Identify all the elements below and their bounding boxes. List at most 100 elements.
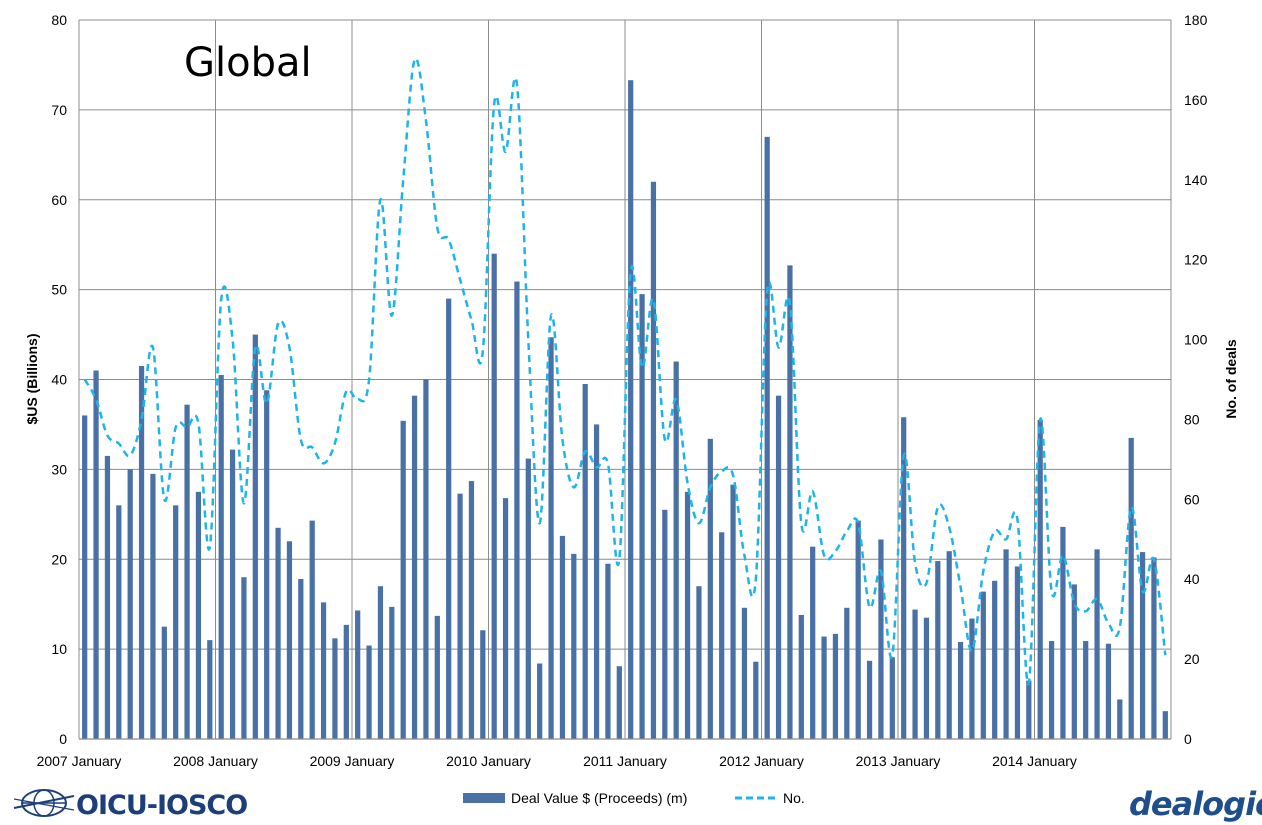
deal-value-bar bbox=[1060, 526, 1066, 739]
deal-value-bar bbox=[1105, 643, 1112, 739]
deal-value-bar bbox=[252, 334, 258, 739]
deal-value-bar bbox=[457, 493, 463, 739]
x-tick-label: 2011 January bbox=[583, 753, 667, 769]
deal-value-bar bbox=[582, 383, 588, 739]
left-axis-tick-labels: 0 10 20 30 40 50 60 70 80 bbox=[51, 12, 67, 747]
deal-value-bar bbox=[878, 539, 884, 739]
right-tick-label: 60 bbox=[1184, 491, 1200, 507]
right-tick-label: 100 bbox=[1184, 332, 1208, 348]
deal-value-bar bbox=[639, 294, 645, 739]
deal-value-bar bbox=[923, 617, 930, 739]
deal-value-bar bbox=[673, 361, 679, 739]
deal-value-bar bbox=[525, 458, 531, 739]
deal-value-bar bbox=[218, 375, 224, 739]
deal-value-bar bbox=[1071, 584, 1077, 739]
deal-value-bar bbox=[377, 586, 384, 739]
deal-value-bar bbox=[389, 606, 395, 739]
deal-value-bar bbox=[491, 253, 497, 740]
left-tick-label: 10 bbox=[51, 641, 67, 657]
x-tick-label: 2008 January bbox=[173, 753, 258, 769]
deal-value-bar bbox=[104, 455, 111, 739]
deal-value-bar bbox=[855, 520, 861, 739]
deal-value-bar bbox=[889, 657, 895, 739]
deal-value-bar bbox=[901, 417, 907, 739]
deal-value-bar bbox=[957, 641, 964, 739]
x-tick-label: 2012 January bbox=[719, 753, 804, 769]
legend-label-deal-count: No. bbox=[783, 790, 805, 806]
deal-value-bar bbox=[650, 181, 657, 739]
deal-value-bar bbox=[866, 660, 873, 739]
deal-value-bar bbox=[82, 415, 88, 739]
deal-value-bar bbox=[502, 498, 509, 739]
right-axis-title: No. of deals bbox=[1223, 339, 1239, 419]
deal-value-bar bbox=[343, 624, 349, 739]
right-tick-label: 20 bbox=[1184, 651, 1200, 667]
left-tick-label: 20 bbox=[51, 551, 67, 567]
deal-value-bar bbox=[355, 610, 361, 739]
deal-value-bar bbox=[480, 630, 486, 739]
deal-value-bar bbox=[366, 645, 372, 739]
right-tick-label: 180 bbox=[1184, 12, 1208, 28]
dealogic-logo: dealogic bbox=[1129, 785, 1262, 823]
deal-value-bar bbox=[298, 579, 304, 739]
deal-value-bar bbox=[844, 607, 850, 739]
deal-value-bar bbox=[753, 661, 759, 739]
x-tick-label: 2009 January bbox=[310, 753, 395, 769]
left-tick-label: 30 bbox=[51, 461, 67, 477]
deal-value-bar bbox=[662, 509, 668, 739]
deal-value-bar bbox=[1003, 549, 1009, 739]
globe-icon bbox=[13, 789, 75, 817]
deal-value-bar bbox=[787, 265, 793, 739]
deal-value-bars bbox=[82, 80, 1168, 740]
deal-value-bar bbox=[1094, 549, 1100, 739]
deal-value-bar bbox=[969, 618, 975, 739]
oicu-iosco-logo-text: OICU-IOSCO bbox=[76, 790, 247, 821]
deal-value-bar bbox=[980, 591, 986, 739]
x-axis-tick-labels: 2007 January 2008 January 2009 January 2010… bbox=[37, 753, 1077, 769]
deal-value-bar bbox=[138, 366, 145, 739]
deal-value-bar bbox=[400, 420, 406, 739]
deal-value-bar bbox=[93, 370, 99, 739]
deal-value-bar bbox=[173, 505, 179, 739]
deal-value-bar bbox=[707, 438, 713, 739]
deal-count-line bbox=[83, 57, 1167, 686]
deal-value-bar bbox=[605, 563, 611, 739]
deal-value-bar bbox=[1139, 552, 1146, 739]
deal-value-bar bbox=[821, 636, 827, 739]
deal-value-bar bbox=[696, 586, 702, 739]
left-tick-label: 40 bbox=[51, 372, 67, 388]
deal-value-bar bbox=[468, 481, 475, 739]
deal-value-bar bbox=[764, 136, 770, 739]
deal-value-bar bbox=[1014, 566, 1021, 739]
deal-value-bar bbox=[810, 546, 816, 739]
deal-value-bar bbox=[184, 404, 190, 739]
deal-value-bar bbox=[775, 395, 782, 739]
deal-value-bar bbox=[275, 527, 281, 739]
deal-value-bar bbox=[1151, 557, 1157, 739]
deal-value-bar bbox=[423, 379, 429, 739]
legend-bar-swatch bbox=[463, 793, 505, 803]
deal-value-bar bbox=[309, 520, 315, 739]
deal-value-bar bbox=[593, 424, 600, 739]
axes bbox=[78, 20, 1172, 740]
deal-value-bar bbox=[286, 541, 293, 739]
left-tick-label: 50 bbox=[51, 282, 67, 298]
deal-value-bar bbox=[935, 561, 941, 739]
chart-title: Global bbox=[184, 40, 312, 86]
left-tick-label: 70 bbox=[51, 102, 67, 118]
deal-value-bar bbox=[832, 633, 839, 739]
deal-value-bar bbox=[1162, 711, 1168, 739]
right-axis-tick-labels: 0 20 40 60 80 100 120 140 160 180 bbox=[1184, 12, 1208, 747]
left-tick-label: 80 bbox=[51, 12, 67, 28]
deal-value-bar bbox=[628, 80, 634, 739]
deal-value-bar bbox=[1117, 699, 1123, 739]
deal-value-bar bbox=[241, 577, 247, 739]
x-tick-label: 2010 January bbox=[446, 753, 531, 769]
right-tick-label: 140 bbox=[1184, 172, 1208, 188]
deal-value-bar bbox=[264, 390, 270, 739]
left-tick-label: 60 bbox=[51, 192, 67, 208]
deal-value-bar bbox=[559, 535, 566, 739]
deal-value-bar bbox=[161, 626, 167, 739]
deal-value-bar bbox=[332, 638, 338, 739]
